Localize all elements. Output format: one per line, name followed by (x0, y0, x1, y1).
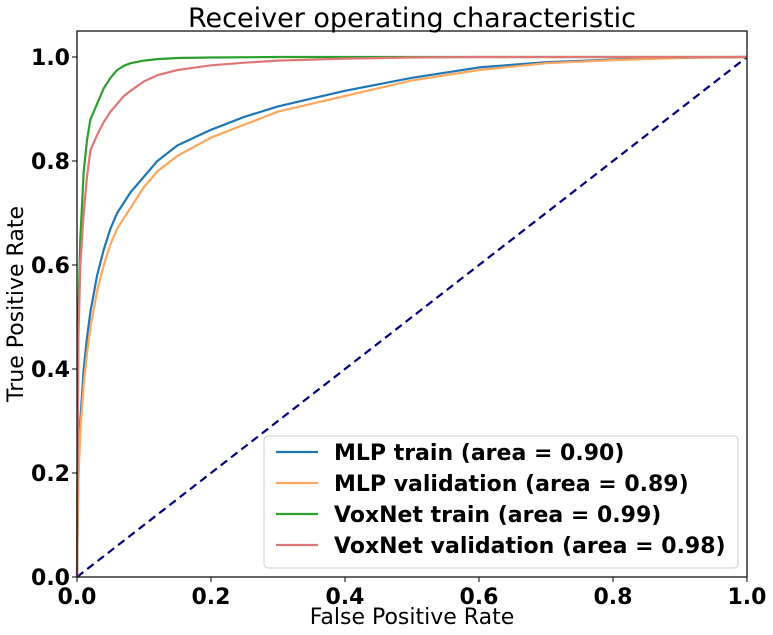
series-line-2 (75, 55, 748, 578)
x-tick-label: 0.8 (594, 585, 633, 610)
chart-title: Receiver operating characteristic (188, 3, 636, 34)
x-axis: 0.0 0.2 0.4 0.6 0.8 1.0 (58, 577, 767, 610)
series-line-3 (75, 55, 747, 578)
legend-label-1: MLP train (area = 0.90) (334, 441, 624, 466)
y-tick-label: 1.0 (31, 46, 70, 71)
legend-label-2: MLP validation (area = 0.89) (334, 472, 689, 497)
reference-diagonal-line (76, 56, 748, 578)
y-tick-label: 0.0 (31, 566, 70, 591)
x-axis-label: False Positive Rate (310, 605, 514, 630)
series-line-4 (75, 55, 747, 578)
y-tick-label: 0.6 (31, 254, 70, 279)
x-tick-label: 0.0 (58, 585, 97, 610)
x-tick-label: 1.0 (728, 585, 767, 610)
x-tick-label: 0.2 (192, 585, 231, 610)
y-tick-label: 0.2 (31, 462, 70, 487)
y-tick-label: 0.4 (31, 358, 70, 383)
x-tick-label: 0.6 (460, 585, 499, 610)
y-axis-label: True Positive Rate (4, 206, 29, 403)
legend-label-4: VoxNet validation (area = 0.98) (334, 534, 726, 559)
legend-label-3: VoxNet train (area = 0.99) (334, 503, 661, 528)
plot-frame (76, 30, 748, 578)
y-axis: 0.0 0.2 0.4 0.6 0.8 1.0 (31, 46, 77, 591)
legend-box (263, 435, 739, 569)
y-tick-label: 0.8 (31, 150, 70, 175)
legend: MLP train (area = 0.90) MLP validation (a… (263, 435, 739, 569)
series-line-1 (75, 55, 748, 578)
series-layer (75, 55, 748, 578)
x-tick-label: 0.4 (326, 585, 365, 610)
